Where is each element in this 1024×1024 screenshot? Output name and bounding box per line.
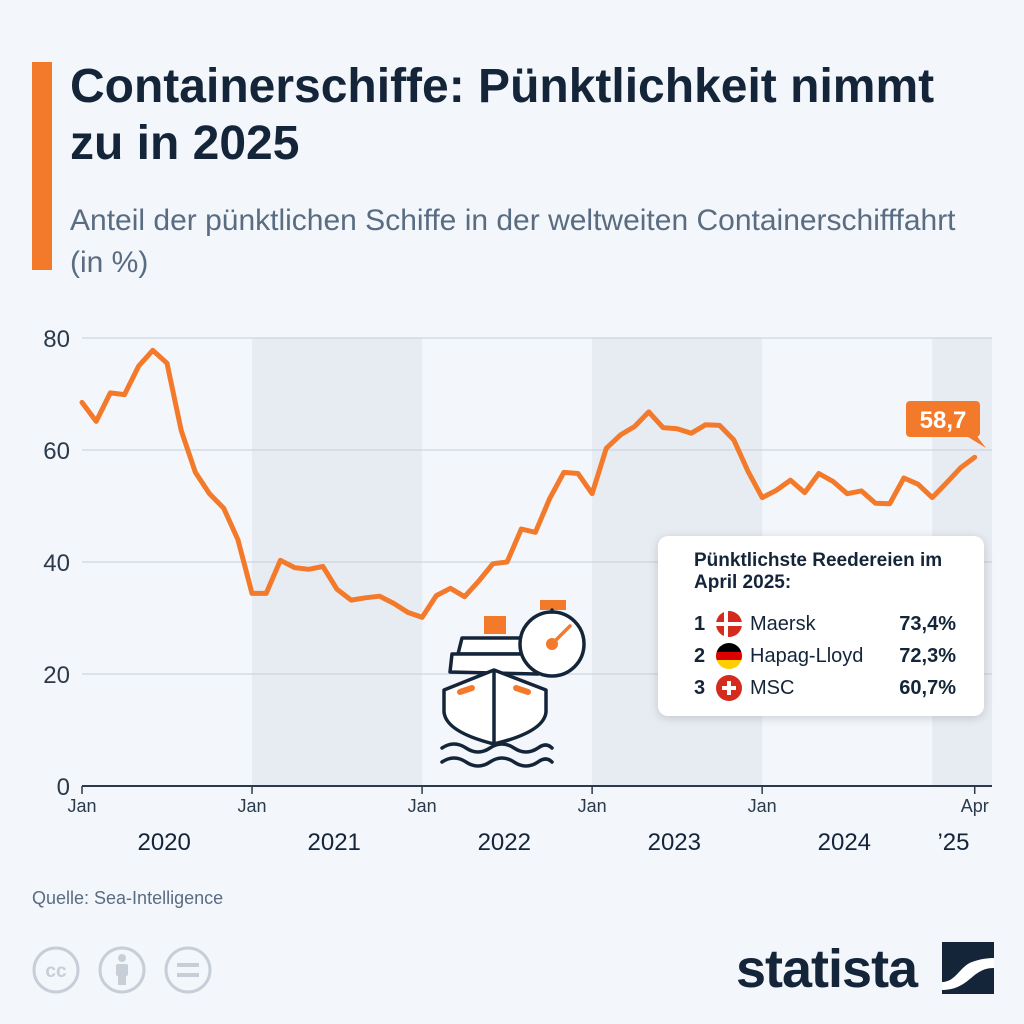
x-tick-label: Jan xyxy=(748,796,777,816)
license-icons: cc xyxy=(32,946,212,994)
y-tick-label: 40 xyxy=(43,550,70,577)
legend-value: 60,7% xyxy=(899,677,956,699)
x-tick-label: Jan xyxy=(578,796,607,816)
x-tick-label: Jan xyxy=(67,796,96,816)
x-tick-label: Jan xyxy=(238,796,267,816)
legend-title: Pünktlichste Reedereien im April 2025: xyxy=(694,550,943,593)
switzerland-flag-icon xyxy=(716,675,742,701)
x-axis: Jan Jan Jan Jan Jan Apr 2020 2021 2022 2023 2024 ’2… xyxy=(67,786,989,856)
x-tick-label: Apr xyxy=(961,796,989,816)
year-label: ’25 xyxy=(937,829,969,856)
page-subtitle: Anteil der pünktlichen Schiffe in der we… xyxy=(70,204,956,279)
statista-mark-icon xyxy=(942,942,994,994)
year-label: 2024 xyxy=(818,829,871,856)
year-label: 2023 xyxy=(648,829,701,856)
accent-bar xyxy=(32,62,52,270)
legend-item: 1 Maersk 73,4% xyxy=(694,610,956,638)
cc-icon[interactable]: cc xyxy=(32,946,80,994)
legend-carrier: Hapag-Lloyd xyxy=(750,645,864,667)
y-tick-label: 20 xyxy=(43,662,70,689)
source-note: Quelle: Sea-Intelligence xyxy=(32,888,224,908)
legend-value: 72,3% xyxy=(899,645,956,667)
ship-stopwatch-icon xyxy=(440,600,586,768)
no-derivatives-icon[interactable] xyxy=(164,946,212,994)
logo-text: statista xyxy=(736,939,918,999)
year-label: 2020 xyxy=(137,829,190,856)
y-tick-label: 60 xyxy=(43,438,70,465)
statista-logo[interactable]: statista xyxy=(736,938,996,999)
y-axis: 0 20 40 60 80 xyxy=(43,326,70,801)
legend-rank: 2 xyxy=(694,645,706,667)
last-value-callout: 58,7 xyxy=(906,401,986,448)
legend-item: 3 MSC 60,7% xyxy=(694,674,956,702)
attribution-icon[interactable] xyxy=(98,946,146,994)
denmark-flag-icon xyxy=(716,611,742,637)
y-tick-label: 0 xyxy=(57,774,70,801)
x-tick-label: Jan xyxy=(408,796,437,816)
series-line xyxy=(79,347,978,620)
year-label: 2022 xyxy=(478,829,531,856)
y-tick-label: 80 xyxy=(43,326,70,353)
grid-lines xyxy=(82,337,992,787)
germany-flag-icon xyxy=(716,643,742,669)
page-title: Containerschiffe: Pünktlichkeit nimmt zu… xyxy=(70,60,935,170)
legend-value: 73,4% xyxy=(899,613,956,635)
top-carriers-box: Pünktlichste Reedereien im April 2025: 1… xyxy=(658,536,984,716)
legend-rank: 3 xyxy=(694,677,706,699)
legend-carrier: Maersk xyxy=(750,613,816,635)
svg-text:cc: cc xyxy=(45,961,67,982)
last-value-label: 58,7 xyxy=(920,407,967,434)
year-label: 2021 xyxy=(308,829,361,856)
legend-item: 2 Hapag-Lloyd 72,3% xyxy=(694,642,956,670)
legend-rank: 1 xyxy=(694,613,706,635)
legend-carrier: MSC xyxy=(750,677,795,699)
